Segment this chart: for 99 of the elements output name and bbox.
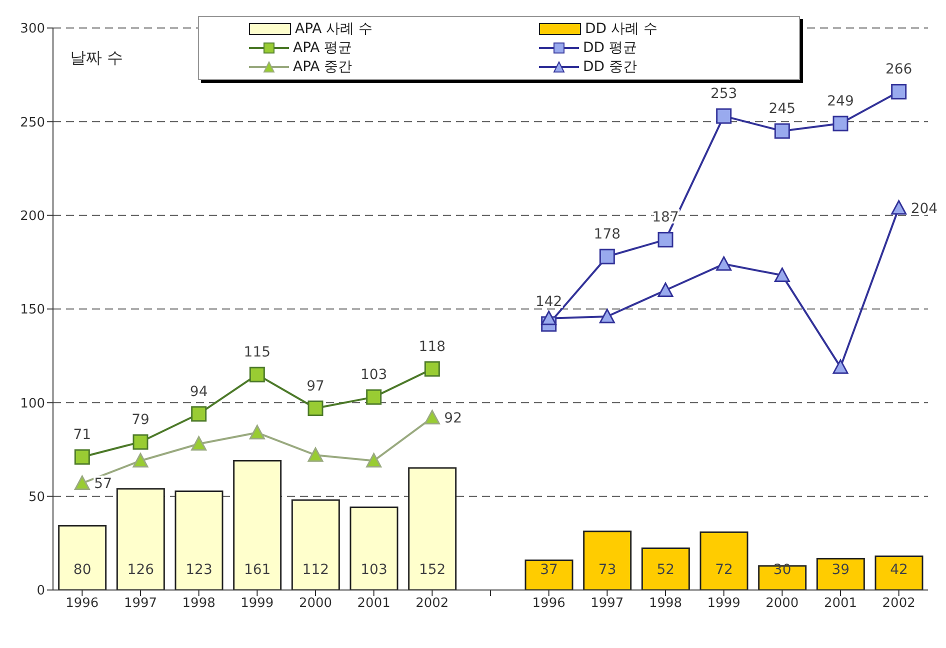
bar xyxy=(758,565,807,590)
point xyxy=(424,361,440,377)
data-label: 94 xyxy=(190,384,208,400)
data-label: 266 xyxy=(885,62,912,78)
x-tick-label: 2000 xyxy=(298,596,332,612)
point xyxy=(366,452,382,468)
y-tick-label: 50 xyxy=(28,490,45,505)
data-label: 79 xyxy=(132,412,150,428)
y-tick-label: 0 xyxy=(36,584,45,599)
bar xyxy=(233,460,282,590)
data-label: 42 xyxy=(890,562,908,578)
point xyxy=(308,447,324,462)
data-label: 71 xyxy=(73,426,92,443)
point xyxy=(308,400,324,416)
point xyxy=(891,200,907,215)
bar xyxy=(116,488,165,590)
point xyxy=(774,123,790,139)
y-tick-label: 250 xyxy=(20,115,45,130)
data-label: 204 xyxy=(910,200,938,217)
point xyxy=(658,282,674,298)
legend-label: DD 평균 xyxy=(583,39,638,57)
point xyxy=(832,116,848,132)
data-label: 80 xyxy=(73,562,92,578)
bar xyxy=(874,556,924,590)
x-tick-label: 2001 xyxy=(357,596,390,612)
point xyxy=(132,434,148,450)
data-label: 115 xyxy=(244,344,271,361)
data-label: 118 xyxy=(418,338,446,355)
y-tick-label: 100 xyxy=(20,396,45,412)
data-label: 126 xyxy=(127,562,154,578)
data-label: 30 xyxy=(773,562,792,578)
bar xyxy=(641,548,690,590)
data-label: 39 xyxy=(832,562,850,578)
x-tick-label: 1996 xyxy=(532,596,566,612)
bar xyxy=(700,531,748,590)
x-tick-label: 2002 xyxy=(882,596,916,612)
data-label: 57 xyxy=(94,476,112,492)
legend-label: APA 사례 수 xyxy=(295,20,373,38)
data-label: 178 xyxy=(594,226,621,243)
bar xyxy=(583,530,632,590)
legend-label: APA 평균 xyxy=(293,39,352,57)
x-tick-label: 1998 xyxy=(648,596,682,612)
x-tick-label: 2002 xyxy=(416,596,449,612)
point xyxy=(249,366,265,382)
point xyxy=(249,424,265,440)
point xyxy=(774,268,790,282)
data-label: 112 xyxy=(302,562,330,578)
point xyxy=(658,232,674,248)
data-label: 37 xyxy=(540,562,558,578)
x-tick-label: 1997 xyxy=(124,596,158,612)
bar xyxy=(408,467,457,590)
x-tick-label: 2000 xyxy=(766,596,799,612)
x-tick-label: 2001 xyxy=(824,596,858,612)
bar xyxy=(174,490,224,590)
bar xyxy=(291,499,340,590)
y-tick-label: 150 xyxy=(20,302,45,318)
data-label: 253 xyxy=(710,86,738,102)
point xyxy=(132,452,148,468)
point xyxy=(191,406,207,422)
bar xyxy=(816,558,865,590)
data-label: 103 xyxy=(360,562,388,578)
x-tick-label: 1999 xyxy=(707,596,740,612)
x-tick-label: 1996 xyxy=(66,596,99,612)
point xyxy=(599,308,615,324)
point xyxy=(191,436,207,451)
y-axis-title: 날짜 수 xyxy=(70,48,124,69)
data-label: 73 xyxy=(598,562,616,578)
point xyxy=(716,108,732,124)
bar xyxy=(524,560,574,590)
data-label: 142 xyxy=(535,294,562,310)
data-label: 52 xyxy=(656,562,675,578)
bar xyxy=(350,506,398,590)
bar xyxy=(58,525,107,590)
data-label: 97 xyxy=(306,378,324,394)
x-tick-label: 1998 xyxy=(182,596,216,612)
x-tick-label: 1997 xyxy=(590,596,624,612)
data-label: 245 xyxy=(768,101,796,118)
x-tick-label: 1999 xyxy=(240,596,274,612)
legend-label: DD 사례 수 xyxy=(585,20,658,38)
data-label: 92 xyxy=(444,410,462,427)
point xyxy=(366,389,382,405)
point xyxy=(599,248,615,264)
data-label: 249 xyxy=(827,94,854,110)
y-tick-label: 200 xyxy=(20,208,45,224)
legend-label: APA 중간 xyxy=(293,58,352,76)
y-tick-label: 300 xyxy=(20,22,45,37)
point xyxy=(424,410,440,424)
data-label: 123 xyxy=(186,562,212,578)
data-label: 72 xyxy=(715,562,733,578)
point xyxy=(74,449,90,465)
data-label: 152 xyxy=(418,562,446,578)
data-label: 161 xyxy=(244,562,271,578)
point xyxy=(74,475,90,490)
point xyxy=(541,310,557,326)
point xyxy=(832,359,848,374)
legend-label: DD 중간 xyxy=(583,58,638,76)
point xyxy=(891,84,907,100)
point xyxy=(716,256,732,271)
data-label: 103 xyxy=(360,367,388,384)
